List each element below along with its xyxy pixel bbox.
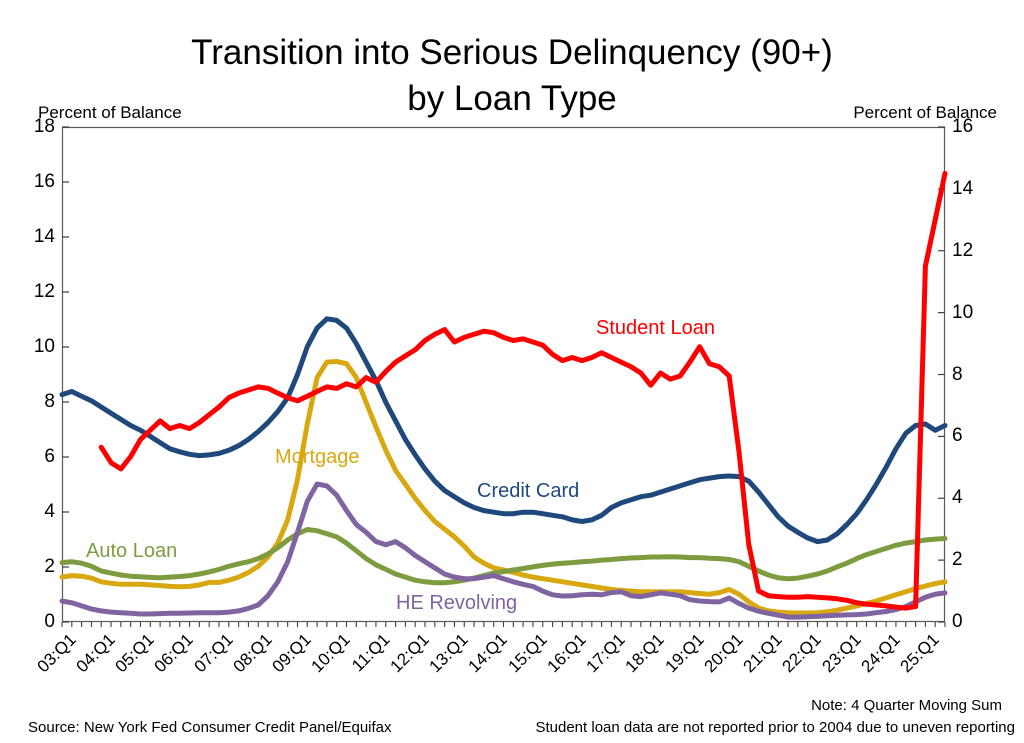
x-tick-label: 08:Q1 <box>229 630 276 677</box>
chart-title-line2: by Loan Type <box>407 79 617 118</box>
series-label-auto-loan: Auto Loan <box>86 540 178 562</box>
series-line-auto-loan <box>59 527 948 586</box>
x-tick-label: 14:Q1 <box>464 630 512 677</box>
x-tick-label: 22:Q1 <box>778 630 826 677</box>
x-tick-label: 12:Q1 <box>386 630 433 677</box>
series-line-he-revolving <box>59 481 948 620</box>
x-tick-label: 07:Q1 <box>190 630 237 677</box>
source-note: Source: New York Fed Consumer Credit Pan… <box>28 719 392 736</box>
right-tick-label: 6 <box>952 425 963 447</box>
x-tick-label: 21:Q1 <box>739 630 786 677</box>
x-tick-label: 17:Q1 <box>582 630 629 677</box>
plot-area <box>59 126 948 627</box>
x-tick-label: 03:Q1 <box>33 630 80 677</box>
x-tick-label: 16:Q1 <box>543 630 590 677</box>
x-tick-label: 25:Q1 <box>896 630 943 677</box>
right-axis-unit-label: Percent of Balance <box>853 103 997 122</box>
series-label-credit-card: Credit Card <box>477 480 580 502</box>
left-tick-label: 0 <box>44 611 55 632</box>
right-tick-label: 0 <box>952 611 963 632</box>
x-tick-label: 15:Q1 <box>504 630 551 677</box>
left-tick-label: 8 <box>44 391 55 412</box>
right-tick-label: 16 <box>952 116 974 137</box>
series-label-student-loan: Student Loan <box>596 317 715 339</box>
left-tick-label: 18 <box>33 116 55 137</box>
series-label-he-revolving: HE Revolving <box>396 592 518 614</box>
x-tick-label: 11:Q1 <box>348 630 394 676</box>
x-tick-label: 05:Q1 <box>111 630 158 677</box>
left-tick-label: 14 <box>33 226 55 247</box>
left-tick-label: 2 <box>44 556 55 577</box>
x-tick-label: 06:Q1 <box>150 630 198 677</box>
x-tick-label: 04:Q1 <box>72 630 119 677</box>
left-tick-label: 12 <box>33 281 55 302</box>
note-student-loan-data: Student loan data are not reported prior… <box>535 719 1015 736</box>
right-tick-label: 4 <box>952 487 963 509</box>
x-tick-label: 20:Q1 <box>700 630 747 677</box>
chart-title: Transition into Serious Delinquency (90+… <box>0 30 1024 122</box>
plot-border <box>61 126 946 623</box>
x-tick-label: 19:Q1 <box>661 630 708 677</box>
x-tick-label: 23:Q1 <box>818 630 865 677</box>
series-line-student-loan <box>98 170 948 611</box>
right-tick-label: 10 <box>952 301 974 323</box>
right-tick-label: 8 <box>952 363 963 385</box>
left-axis-unit-label: Percent of Balance <box>38 103 182 122</box>
right-tick-label: 14 <box>952 177 974 199</box>
series-line-credit-card <box>59 316 948 545</box>
x-tick-label: 18:Q1 <box>621 630 669 677</box>
series-label-mortgage: Mortgage <box>275 446 360 468</box>
right-tick-label: 2 <box>952 549 963 571</box>
x-tick-label: 09:Q1 <box>268 630 315 677</box>
x-tick-label: 10:Q1 <box>307 630 355 677</box>
x-tick-label: 24:Q1 <box>857 630 904 677</box>
note-moving-sum: Note: 4 Quarter Moving Sum <box>811 697 1002 714</box>
left-tick-label: 4 <box>44 501 55 522</box>
right-tick-label: 12 <box>952 239 974 261</box>
left-tick-label: 16 <box>33 171 55 192</box>
chart-title-line1: Transition into Serious Delinquency (90+… <box>191 33 833 72</box>
x-tick-label: 13:Q1 <box>425 630 472 677</box>
left-tick-label: 6 <box>44 446 55 467</box>
left-tick-label: 10 <box>33 336 55 357</box>
